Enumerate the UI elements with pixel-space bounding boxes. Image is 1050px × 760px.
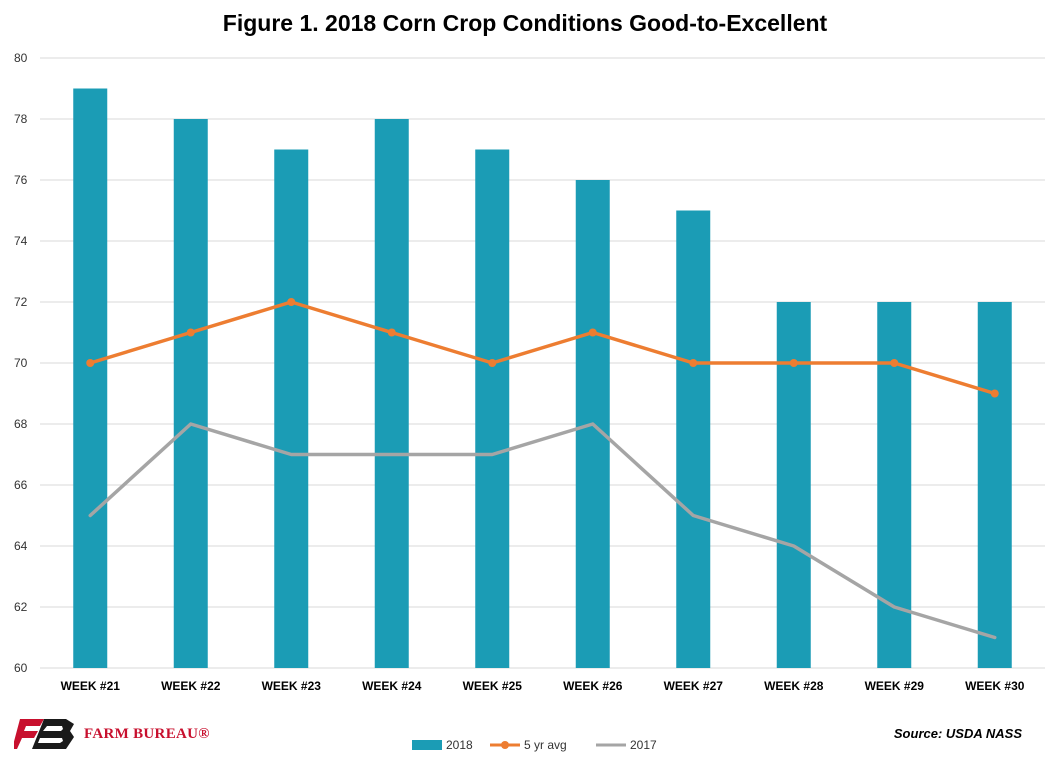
y-tick-label: 60	[14, 661, 28, 675]
y-tick-label: 62	[14, 600, 28, 614]
y-tick-label: 64	[14, 539, 28, 553]
bar-2018	[475, 149, 510, 668]
bar-2018	[374, 119, 409, 668]
farm-bureau-logo-text: FARM BUREAU®	[84, 725, 210, 742]
y-tick-label: 76	[14, 173, 28, 187]
legend-item: 5 yr avg	[490, 738, 567, 752]
y-tick-label: 66	[14, 478, 28, 492]
legend-item: 2018	[412, 738, 473, 752]
point-5-yr-avg	[789, 359, 798, 367]
y-tick-label: 74	[14, 234, 28, 248]
legend-label: 5 yr avg	[524, 738, 567, 752]
x-tick-label: WEEK #27	[664, 679, 724, 693]
point-5-yr-avg	[186, 328, 195, 337]
legend-swatch	[412, 740, 442, 750]
chart-title: Figure 1. 2018 Corn Crop Conditions Good…	[222, 10, 828, 36]
y-tick-label: 78	[14, 112, 28, 126]
legend-marker	[501, 741, 509, 749]
point-5-yr-avg	[86, 359, 95, 367]
x-axis-ticks: WEEK #21 WEEK #22 WEEK #23 WEEK #24 WEEK #25…	[61, 679, 1025, 693]
point-5-yr-avg	[990, 389, 999, 398]
source-note: Source: USDA NASS	[893, 726, 1022, 741]
x-tick-label: WEEK #30	[965, 679, 1025, 693]
y-tick-label: 80	[14, 51, 28, 65]
point-5-yr-avg	[588, 328, 597, 337]
bar-2018	[776, 302, 811, 668]
y-axis-ticks: 60 62 64 66 68 70 72 74 76 78 80	[14, 51, 28, 675]
legend-label: 2017	[630, 738, 657, 752]
bar-2018	[73, 88, 108, 668]
x-tick-label: WEEK #29	[865, 679, 925, 693]
legend-label: 2018	[446, 738, 473, 752]
y-tick-label: 70	[14, 356, 28, 370]
bar-2018	[877, 302, 912, 668]
legend-item: 2017	[596, 738, 657, 752]
bar-2018	[977, 302, 1012, 668]
series-line-2017	[88, 422, 997, 640]
x-tick-label: WEEK #24	[362, 679, 422, 693]
y-tick-label: 72	[14, 295, 28, 309]
legend: 2018 5 yr avg 2017	[412, 738, 657, 752]
y-tick-label: 68	[14, 417, 28, 431]
point-5-yr-avg	[890, 359, 899, 367]
bar-2018	[676, 210, 711, 668]
bars-2018	[73, 88, 1012, 668]
series-line-5-yr-avg	[88, 300, 997, 396]
point-5-yr-avg	[488, 359, 497, 367]
point-5-yr-avg	[689, 359, 698, 367]
x-tick-label: WEEK #26	[563, 679, 623, 693]
lines	[86, 298, 999, 640]
point-5-yr-avg	[287, 298, 296, 306]
x-tick-label: WEEK #21	[61, 679, 121, 693]
x-tick-label: WEEK #23	[262, 679, 322, 693]
bar-2018	[173, 119, 208, 668]
farm-bureau-logo-mark	[14, 719, 74, 749]
x-tick-label: WEEK #22	[161, 679, 221, 693]
farm-bureau-logo: FB FARM BUREAU®	[14, 716, 210, 752]
x-tick-label: WEEK #28	[764, 679, 824, 693]
point-5-yr-avg	[387, 328, 396, 337]
bar-2018	[274, 149, 309, 668]
x-tick-label: WEEK #25	[463, 679, 523, 693]
